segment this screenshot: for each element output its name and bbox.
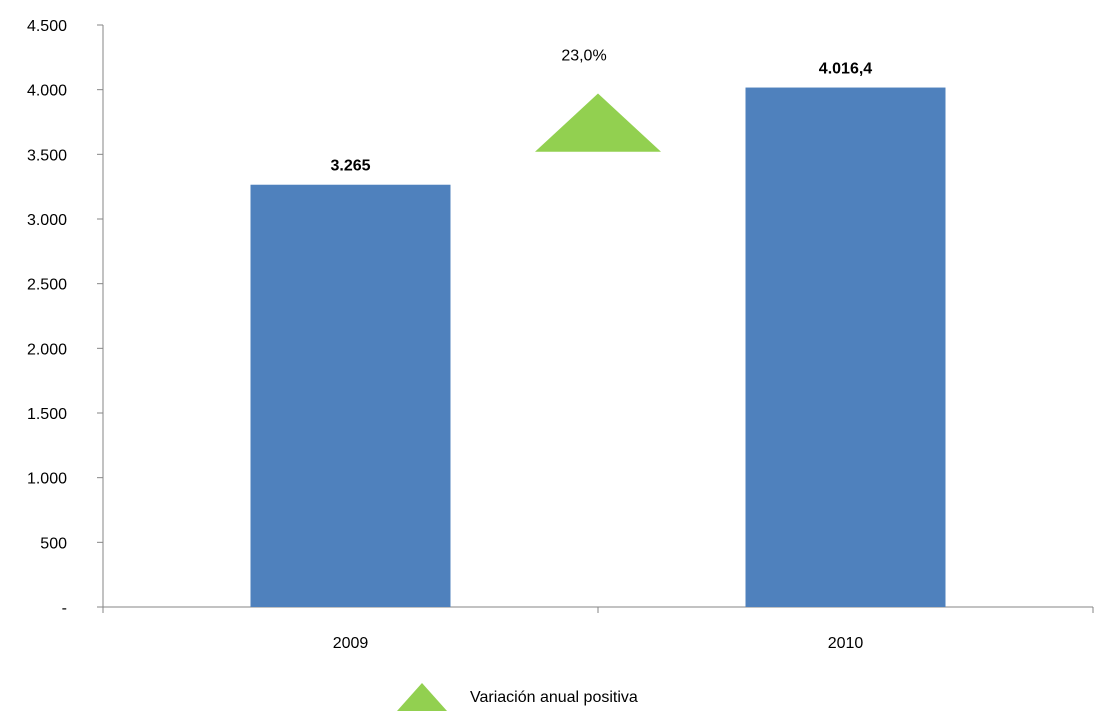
variation-triangle-icon [535,93,661,152]
y-tick-label: 4.500 [27,18,67,35]
bar-2010 [745,87,946,608]
y-tick-label: 3.000 [27,212,67,229]
variation-label: 23,0% [561,48,606,65]
y-tick-label: 2.000 [27,341,67,358]
y-tick-label: 500 [40,535,67,552]
bar-2009 [250,184,451,607]
y-tick-label: 2.500 [27,277,67,294]
x-axis: 2009 2010 [102,606,1094,652]
legend: Variación anual positiva [397,683,638,711]
bars: 3.265 4.016,4 [250,61,946,608]
data-label-2010: 4.016,4 [819,61,872,78]
data-label-2009: 3.265 [330,158,370,175]
y-tick-label: 1.000 [27,471,67,488]
legend-triangle-icon [397,683,447,711]
y-tick-label: 1.500 [27,406,67,423]
y-tick-label: 4.000 [27,83,67,100]
x-tick-label: 2010 [828,635,864,652]
y-tick-label: 3.500 [27,147,67,164]
x-tick-label: 2009 [333,635,369,652]
variation-annotation: 23,0% [535,48,661,152]
legend-label: Variación anual positiva [470,689,638,706]
y-axis: - 500 1.000 1.500 2.000 2.500 3.000 3.500 4.000 4… [27,18,104,617]
y-tick-label: - [62,600,67,617]
